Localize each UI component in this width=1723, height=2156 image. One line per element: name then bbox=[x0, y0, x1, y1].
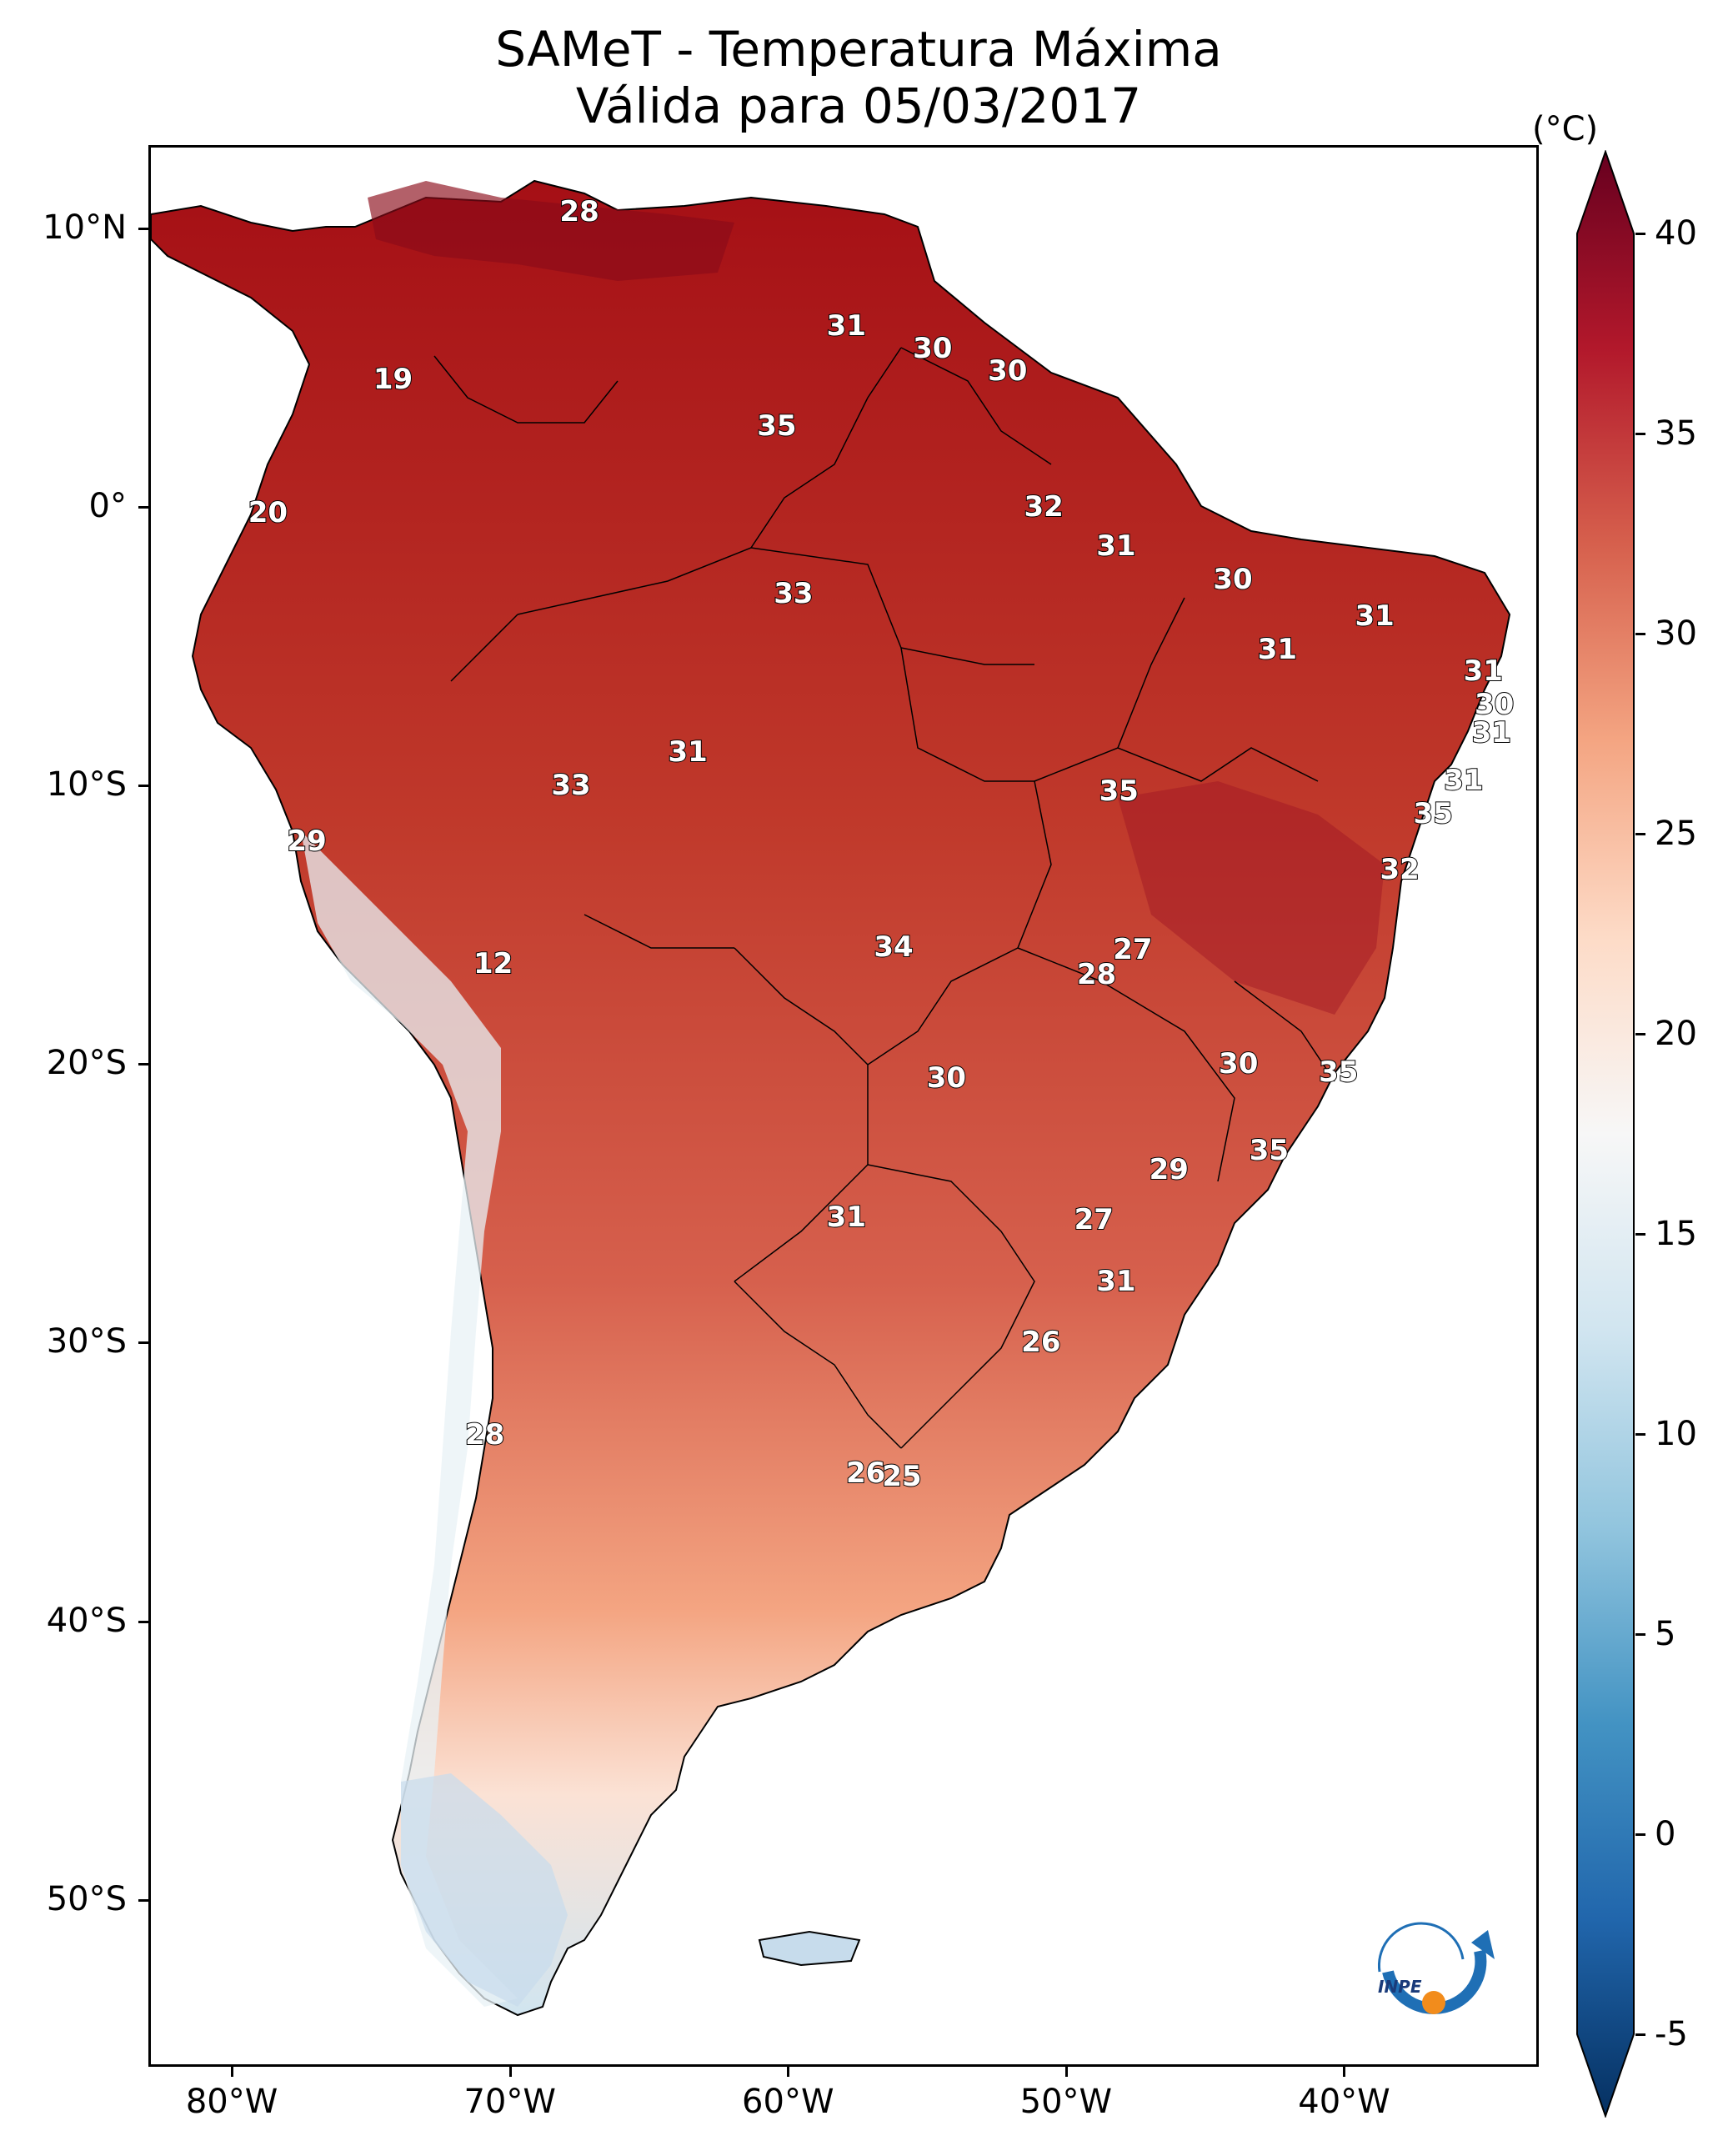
lon-tick-label: 70°W bbox=[463, 2083, 556, 2121]
lon-tick-mark bbox=[1343, 2067, 1346, 2077]
contour-label: 20 bbox=[248, 495, 288, 530]
contour-label: 19 bbox=[373, 362, 413, 397]
colorbar-tick-label: 30 bbox=[1655, 614, 1697, 653]
contour-label: 26 bbox=[1020, 1325, 1061, 1360]
contour-label: 30 bbox=[1212, 562, 1253, 597]
lat-tick-mark bbox=[138, 1620, 148, 1623]
patagonia-cool-region bbox=[401, 1773, 568, 2007]
lon-tick-label: 40°W bbox=[1298, 2083, 1390, 2121]
contour-label: 26 bbox=[845, 1456, 886, 1491]
contour-label: 31 bbox=[668, 735, 709, 770]
contour-label: 33 bbox=[550, 768, 591, 803]
colorbar-tick-mark bbox=[1635, 633, 1645, 635]
contour-label: 28 bbox=[1076, 957, 1117, 992]
lat-tick-label: 50°S bbox=[46, 1879, 127, 1918]
contour-label: 30 bbox=[1474, 687, 1515, 722]
lat-tick-label: 10°S bbox=[46, 765, 127, 805]
contour-label: 30 bbox=[926, 1060, 967, 1096]
contour-label: 34 bbox=[873, 930, 914, 965]
contour-label: 31 bbox=[1463, 654, 1504, 689]
map-subtitle: Válida para 05/03/2017 bbox=[575, 78, 1142, 134]
contour-label: 33 bbox=[773, 576, 814, 611]
lon-tick-mark bbox=[508, 2067, 512, 2077]
contour-label: 35 bbox=[1249, 1133, 1290, 1168]
country-borders bbox=[433, 347, 1335, 1449]
contour-label: 35 bbox=[1318, 1055, 1359, 1090]
temperature-map bbox=[151, 179, 1511, 2017]
hot-region-north bbox=[368, 181, 734, 281]
contour-label: 31 bbox=[1257, 632, 1298, 667]
contour-label: 35 bbox=[1413, 796, 1454, 831]
map-panel bbox=[148, 145, 1539, 2067]
lat-tick-mark bbox=[138, 506, 148, 509]
contour-label: 29 bbox=[286, 824, 327, 859]
colorbar-tick-mark bbox=[1635, 1233, 1645, 1236]
colorbar bbox=[1576, 150, 1635, 2118]
colorbar-tick-label: 35 bbox=[1655, 414, 1697, 453]
contour-label: 31 bbox=[1443, 763, 1484, 798]
lat-tick-mark bbox=[138, 1898, 148, 1902]
contour-label: 35 bbox=[756, 409, 797, 444]
colorbar-tick-mark bbox=[1635, 2033, 1645, 2036]
colorbar-tick-label: 5 bbox=[1655, 1615, 1676, 1653]
colorbar-tick-label: 25 bbox=[1655, 815, 1697, 853]
contour-label: 31 bbox=[1471, 715, 1512, 750]
colorbar-tick-label: 0 bbox=[1655, 1815, 1676, 1853]
contour-label: 30 bbox=[912, 331, 953, 366]
contour-label: 31 bbox=[826, 1200, 867, 1235]
colorbar-tick-mark bbox=[1635, 1833, 1645, 1836]
contour-label: 31 bbox=[1355, 599, 1395, 634]
andes-cool-band bbox=[301, 831, 518, 2007]
map-title: SAMeT - Temperatura Máxima bbox=[495, 21, 1222, 78]
lon-tick-mark bbox=[787, 2067, 790, 2077]
south-america-landmass bbox=[151, 179, 1511, 2017]
colorbar-tick-mark bbox=[1635, 1433, 1645, 1436]
contour-label: 27 bbox=[1112, 932, 1153, 967]
contour-label: 31 bbox=[1095, 529, 1136, 564]
colorbar-scale bbox=[1576, 150, 1635, 2118]
lat-tick-label: 20°S bbox=[46, 1044, 127, 1083]
contour-label: 32 bbox=[1024, 489, 1064, 524]
contour-label: 25 bbox=[881, 1459, 922, 1494]
contour-label: 32 bbox=[1380, 852, 1420, 887]
colorbar-tick-label: 15 bbox=[1655, 1215, 1697, 1253]
inpe-logo: INPE bbox=[1377, 1922, 1495, 2014]
colorbar-tick-mark bbox=[1635, 433, 1645, 435]
lon-tick-mark bbox=[1064, 2067, 1068, 2077]
contour-label: 30 bbox=[987, 353, 1028, 389]
colorbar-unit: (°C) bbox=[1532, 110, 1599, 148]
hot-region-east bbox=[1118, 781, 1385, 1015]
contour-label: 31 bbox=[1095, 1264, 1136, 1299]
colorbar-tick-label: 40 bbox=[1655, 214, 1697, 253]
colorbar-tick-mark bbox=[1635, 833, 1645, 835]
lat-tick-mark bbox=[138, 785, 148, 788]
falkland-islands bbox=[758, 1930, 861, 1967]
lon-tick-mark bbox=[231, 2067, 234, 2077]
lon-tick-label: 60°W bbox=[742, 2083, 834, 2121]
lon-tick-label: 80°W bbox=[185, 2083, 278, 2121]
contour-label: 35 bbox=[1099, 774, 1139, 809]
logo-text: INPE bbox=[1378, 1977, 1422, 1997]
lat-tick-label: 30°S bbox=[46, 1322, 127, 1361]
lon-tick-label: 50°W bbox=[1019, 2083, 1113, 2121]
colorbar-tick-label: -5 bbox=[1655, 2015, 1688, 2053]
colorbar-tick-label: 20 bbox=[1655, 1015, 1697, 1053]
lat-tick-mark bbox=[138, 228, 148, 231]
contour-label: 28 bbox=[558, 194, 599, 229]
contour-label: 31 bbox=[826, 308, 867, 343]
lat-tick-mark bbox=[138, 1341, 148, 1345]
colorbar-tick-mark bbox=[1635, 233, 1645, 235]
lat-tick-label: 0° bbox=[88, 487, 127, 526]
contour-label: 12 bbox=[473, 946, 513, 981]
lat-tick-mark bbox=[138, 1063, 148, 1066]
lat-tick-label: 40°S bbox=[46, 1601, 127, 1640]
lat-tick-label: 10°N bbox=[43, 208, 127, 248]
contour-label: 29 bbox=[1149, 1152, 1190, 1187]
contour-label: 28 bbox=[464, 1417, 505, 1452]
colorbar-tick-mark bbox=[1635, 1033, 1645, 1035]
colorbar-tick-label: 10 bbox=[1655, 1415, 1697, 1453]
contour-label: 30 bbox=[1218, 1046, 1259, 1081]
contour-label: 27 bbox=[1074, 1202, 1114, 1237]
colorbar-tick-mark bbox=[1635, 1633, 1645, 1636]
